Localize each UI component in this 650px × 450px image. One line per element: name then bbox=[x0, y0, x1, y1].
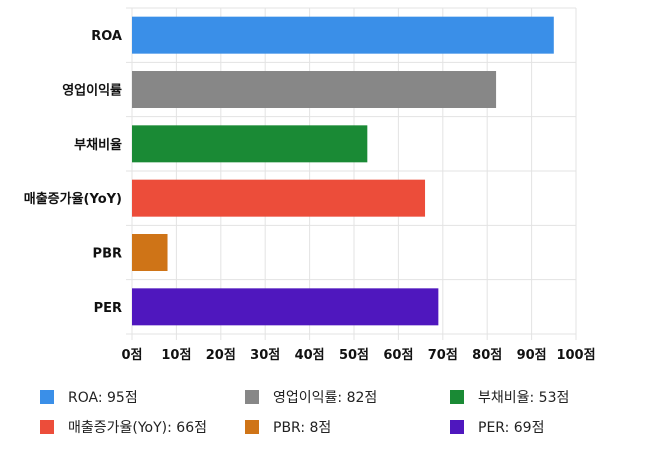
x-tick-label: 0점 bbox=[121, 348, 142, 363]
legend-swatch bbox=[40, 390, 54, 404]
legend-swatch bbox=[40, 420, 54, 434]
bar-6 bbox=[132, 288, 439, 326]
x-tick-label: 40점 bbox=[295, 348, 325, 363]
bar-1 bbox=[132, 16, 554, 54]
bar-5 bbox=[132, 234, 168, 271]
category-label: PBR bbox=[93, 247, 122, 262]
legend: ROA: 95점 영업이익률: 82점 부채비율: 53점 매출증가율(YoY)… bbox=[40, 388, 640, 444]
x-tick-label: 60점 bbox=[383, 348, 413, 363]
x-tick-label: 80점 bbox=[472, 348, 502, 363]
legend-item: ROA: 95점 bbox=[40, 388, 138, 406]
x-tick-label: 50점 bbox=[339, 348, 369, 363]
x-tick-label: 90점 bbox=[517, 348, 547, 363]
legend-swatch bbox=[245, 420, 259, 434]
category-label: 부채비율 bbox=[74, 137, 122, 153]
legend-item: 영업이익률: 82점 bbox=[245, 388, 377, 406]
category-label: 영업이익률 bbox=[62, 83, 122, 99]
legend-item: 부채비율: 53점 bbox=[450, 388, 569, 406]
bar-4 bbox=[132, 179, 426, 217]
x-tick-label: 100점 bbox=[556, 348, 595, 363]
category-label: 매출증가율(YoY) bbox=[24, 191, 122, 207]
legend-item: PER: 69점 bbox=[450, 418, 544, 436]
legend-swatch bbox=[245, 390, 259, 404]
legend-swatch bbox=[450, 420, 464, 434]
legend-swatch bbox=[450, 390, 464, 404]
legend-label: PER: 69점 bbox=[478, 420, 545, 436]
category-label: PER bbox=[94, 301, 122, 316]
legend-label: ROA: 95점 bbox=[68, 390, 138, 406]
category-label: ROA bbox=[91, 29, 122, 44]
legend-item: 매출증가율(YoY): 66점 bbox=[40, 418, 207, 436]
x-tick-label: 30점 bbox=[250, 348, 280, 363]
x-tick-label: 10점 bbox=[161, 348, 191, 363]
x-tick-label: 20점 bbox=[206, 348, 236, 363]
bar-2 bbox=[132, 71, 497, 108]
bar-3 bbox=[132, 125, 368, 163]
legend-label: 부채비율: 53점 bbox=[478, 390, 570, 406]
x-tick-label: 70점 bbox=[428, 348, 458, 363]
legend-item: PBR: 8점 bbox=[245, 418, 331, 436]
legend-label: 영업이익률: 82점 bbox=[273, 390, 378, 406]
legend-label: PBR: 8점 bbox=[273, 420, 332, 436]
chart-area: 0점 10점 20점 30점 40점 50점 60점 70점 80점 90점 100점 ROA 영업이익… bbox=[24, 7, 596, 363]
bar-chart: 0점 10점 20점 30점 40점 50점 60점 70점 80점 90점 100점 ROA 영업이익… bbox=[24, 7, 596, 363]
legend-label: 매출증가율(YoY): 66점 bbox=[68, 420, 207, 436]
